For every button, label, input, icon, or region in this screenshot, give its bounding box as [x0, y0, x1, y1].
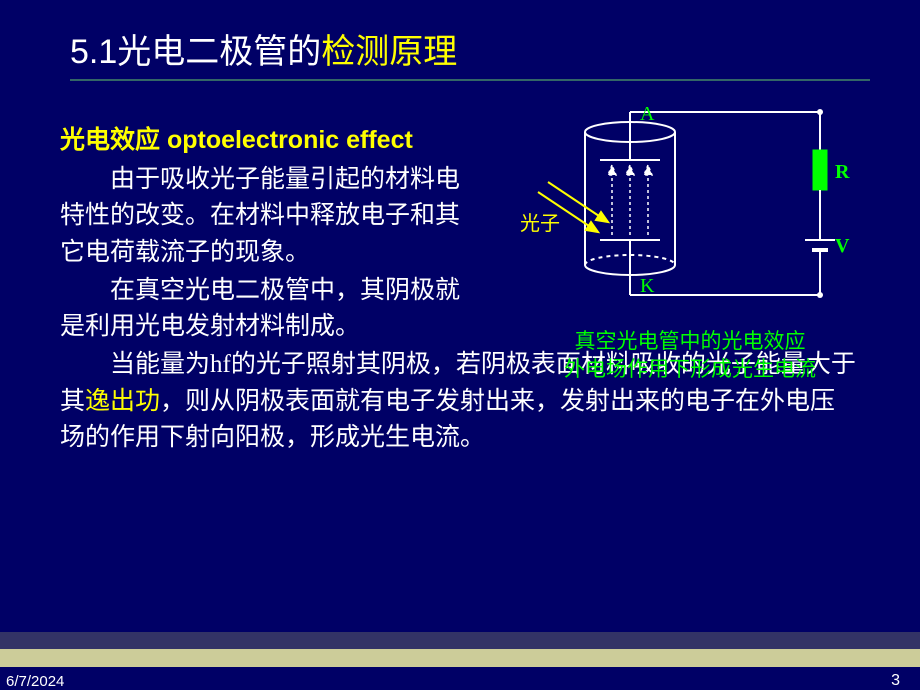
slide-title: 5.1光电二极管的检测原理 — [70, 24, 920, 73]
para3-highlight: 逸出功 — [85, 388, 160, 415]
slide: 5.1光电二极管的检测原理 光电效应 optoelectronic effect… — [0, 0, 920, 690]
footer-date: 6/7/2024 — [6, 673, 64, 690]
diagram-caption: 真空光电管中的光电效应 外电场作用下形成光生电流 — [520, 328, 860, 385]
footer-bar — [0, 649, 920, 667]
title-underline — [70, 79, 870, 81]
para1-text: 由于吸收光子能量引起的材料电特性的改变。在材料中释放电子和其它电荷载流子的现象。 — [60, 166, 460, 266]
footer-page: 3 — [891, 672, 900, 690]
label-photon: 光子 — [520, 212, 560, 235]
title-area: 5.1光电二极管的检测原理 — [0, 0, 920, 81]
title-prefix: 5.1光电二极管的 — [70, 33, 321, 71]
label-V: V — [835, 235, 850, 257]
circuit-svg: A K R V 光子 — [520, 100, 860, 315]
title-highlight: 检测原理 — [321, 33, 457, 71]
caption-line1: 真空光电管中的光电效应 — [575, 330, 806, 353]
footer-shadow — [0, 632, 920, 650]
para2-text: 在真空光电二极管中，其阴极就是利用光电发射材料制成。 — [60, 277, 460, 340]
label-A: A — [640, 103, 655, 125]
paragraph-1: 由于吸收光子能量引起的材料电特性的改变。在材料中释放电子和其它电荷载流子的现象。 — [60, 162, 480, 271]
caption-line2: 外电场作用下形成光生电流 — [564, 358, 816, 381]
diagram: A K R V 光子 真空光电管中的光电效应 外电场作用下形成光生电流 — [520, 100, 860, 385]
label-K: K — [640, 275, 655, 297]
label-R: R — [835, 161, 850, 183]
paragraph-2: 在真空光电二极管中，其阴极就是利用光电发射材料制成。 — [60, 273, 480, 346]
para3b-text: ，则从阴极表面就有电子发射出来，发射出来的电子在外电压场的作用下射向阳极，形成光… — [60, 388, 835, 451]
